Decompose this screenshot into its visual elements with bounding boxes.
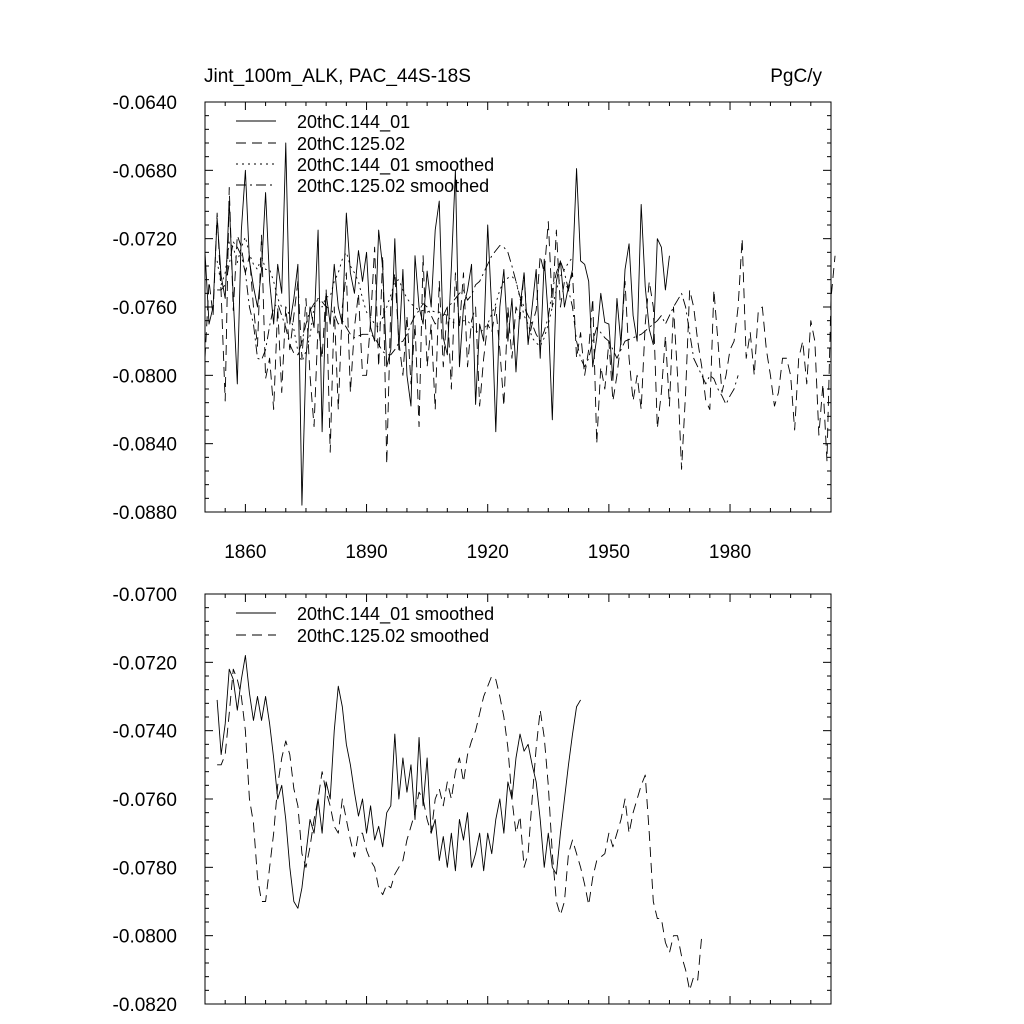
- top-legend: 20thC.144_01 20thC.125.02 20thC.144_01 s…: [236, 112, 494, 196]
- top-ytick-label: -0.0840: [113, 435, 177, 456]
- top-xtick-label: 1920: [467, 542, 509, 563]
- bottom-ytick-label: -0.0820: [113, 995, 177, 1016]
- top-plot-frame: [204, 101, 832, 513]
- top-legend-label-2: 20thC.125.02: [297, 134, 405, 154]
- top-ytick-label: -0.0640: [113, 93, 177, 114]
- top-series-line-2: [204, 186, 836, 470]
- top-chart-units: PgC/y: [770, 66, 822, 87]
- bottom-series-lines: [216, 655, 703, 991]
- bottom-panel: -0.0700 -0.0720 -0.0740 -0.0760 -0.0780 -0.08…: [113, 585, 832, 1016]
- bottom-ytick-label: -0.0720: [113, 653, 177, 674]
- top-series-line-1: [204, 142, 670, 506]
- top-ytick-label: -0.0800: [113, 366, 177, 387]
- top-legend-label-4: 20thC.125.02 smoothed: [297, 176, 489, 196]
- top-ytick-label: -0.0880: [113, 503, 177, 524]
- top-xtick-label: 1950: [588, 542, 630, 563]
- top-series-lines: [204, 142, 836, 506]
- top-chart-title: Jint_100m_ALK, PAC_44S-18S: [204, 66, 471, 87]
- bottom-ytick-label: -0.0700: [113, 585, 177, 606]
- bottom-plot-frame: [204, 593, 832, 1005]
- bottom-series-line-1: [216, 655, 581, 909]
- top-panel: Jint_100m_ALK, PAC_44S-18S PgC/y -0.0640…: [113, 66, 836, 563]
- bottom-ytick-label: -0.0760: [113, 790, 177, 811]
- top-ytick-label: -0.0680: [113, 161, 177, 182]
- top-y-tick-labels: -0.0640 -0.0680 -0.0720 -0.0760 -0.0800 -0.08…: [113, 93, 177, 524]
- bottom-ytick-label: -0.0740: [113, 722, 177, 743]
- bottom-legend-label-1: 20thC.144_01 smoothed: [297, 604, 494, 625]
- top-ytick-label: -0.0760: [113, 298, 177, 319]
- bottom-ytick-label: -0.0800: [113, 927, 177, 948]
- bottom-axis-ticks: [204, 593, 832, 1005]
- bottom-series-line-2: [217, 668, 703, 991]
- bottom-ytick-label: -0.0780: [113, 858, 177, 879]
- top-series-line-3: [216, 236, 573, 363]
- top-x-tick-labels: 1860 1890 1920 1950 1980: [224, 542, 751, 563]
- top-legend-label-1: 20thC.144_01: [297, 112, 410, 133]
- bottom-legend: 20thC.144_01 smoothed 20thC.125.02 smoot…: [236, 604, 494, 646]
- top-ytick-label: -0.0720: [113, 230, 177, 251]
- top-series-line-4: [217, 241, 739, 405]
- bottom-legend-label-2: 20thC.125.02 smoothed: [297, 626, 489, 646]
- top-xtick-label: 1890: [345, 542, 387, 563]
- top-legend-label-3: 20thC.144_01 smoothed: [297, 155, 494, 176]
- bottom-y-tick-labels: -0.0700 -0.0720 -0.0740 -0.0760 -0.0780 -0.08…: [113, 585, 177, 1016]
- top-xtick-label: 1980: [709, 542, 751, 563]
- top-xtick-label: 1860: [224, 542, 266, 563]
